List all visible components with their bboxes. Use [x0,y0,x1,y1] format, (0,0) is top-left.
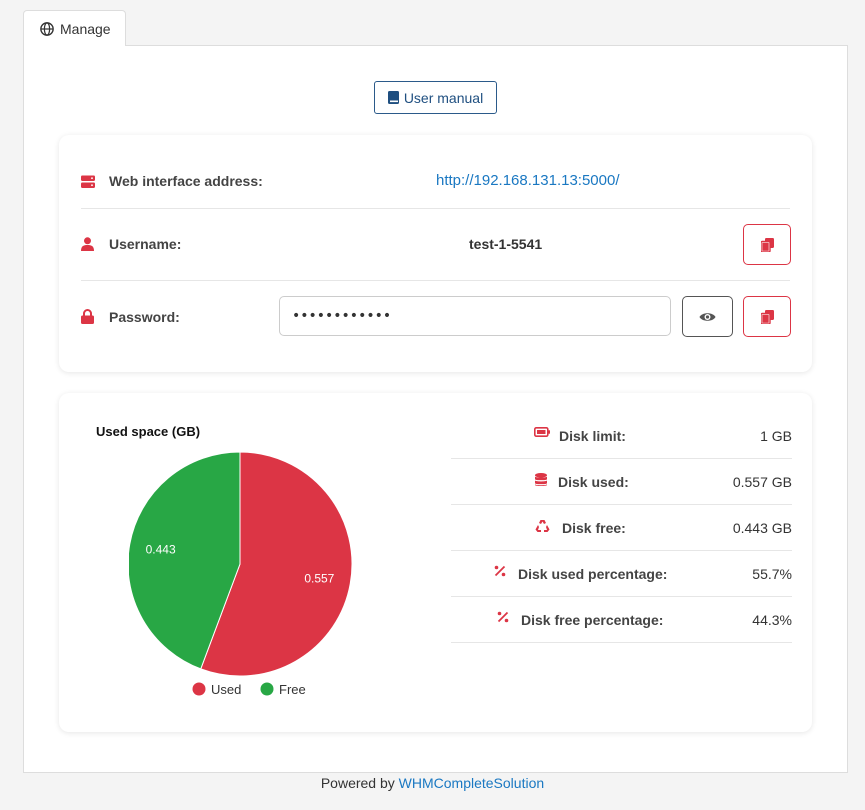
stat-disk-free-percentage: Disk free percentage: 44.3% [451,597,792,643]
stat-label: Disk free: [562,520,626,536]
used-space-pie-chart: 0.557 0.443 Used Free [129,451,353,697]
legend-label: Used [211,682,241,697]
percent-icon [494,565,506,577]
user-manual-button[interactable]: User manual [374,81,497,114]
legend-swatch [260,682,274,696]
copy-username-button[interactable] [743,224,791,265]
user-manual-label: User manual [403,89,484,106]
footer: Powered by WHMCompleteSolution [0,775,865,791]
tab-label: Manage [60,20,111,37]
eye-icon [699,311,716,323]
password-row: Password: [59,296,812,338]
stat-value: 1 GB [760,428,792,444]
stat-value: 0.557 GB [732,474,792,490]
pie-data-label: 0.443 [146,543,176,557]
server-icon [81,175,95,189]
username-row: Username: test-1-5541 [59,224,812,266]
stat-label: Disk used: [558,474,629,490]
web-interface-link[interactable]: http://192.168.131.13:5000/ [436,172,620,189]
divider [81,208,790,209]
stat-value: 44.3% [752,612,792,628]
stat-disk-used: Disk used: 0.557 GB [451,459,792,505]
web-interface-row: Web interface address: http://192.168.13… [59,171,812,193]
legend-item-free[interactable]: Free [260,682,306,697]
access-info-card: Web interface address: http://192.168.13… [59,135,812,372]
divider [81,280,790,281]
web-interface-label: Web interface address: [109,173,263,189]
disk-usage-card: Used space (GB) 0.557 0.443 Used Free Disk … [59,393,812,732]
stat-value: 0.443 GB [732,520,792,536]
copy-icon [760,309,774,324]
stat-value: 55.7% [752,566,792,582]
password-field[interactable] [279,296,671,336]
pie-slice-free[interactable] [129,451,241,670]
password-label: Password: [109,309,180,325]
globe-icon [40,21,54,36]
lock-icon [81,309,94,324]
user-icon [81,237,94,251]
book-icon [387,91,399,104]
show-password-button[interactable] [682,296,733,337]
database-icon [535,473,547,487]
username-label: Username: [109,236,182,252]
recycle-icon [535,519,550,533]
stat-disk-free: Disk free: 0.443 GB [451,505,792,551]
legend-swatch [192,682,206,696]
stat-label: Disk limit: [559,428,626,444]
chart-title: Used space (GB) [96,424,201,439]
pie-slice-used[interactable] [200,451,353,677]
copy-password-button[interactable] [743,296,791,337]
legend-item-used[interactable]: Used [192,682,242,697]
legend-label: Free [279,682,306,697]
stat-label: Disk free percentage: [521,612,664,628]
footer-prefix: Powered by [320,775,395,791]
pie-data-label: 0.557 [304,571,334,585]
tab-manage[interactable]: Manage [23,10,126,46]
stat-disk-used-percentage: Disk used percentage: 55.7% [451,551,792,597]
username-value: test-1-5541 [469,236,543,252]
stat-label: Disk used percentage: [518,566,668,582]
percent-icon [497,611,509,623]
stat-disk-limit: Disk limit: 1 GB [451,413,792,459]
footer-link[interactable]: WHMCompleteSolution [398,775,545,791]
copy-icon [760,237,774,252]
disk-stats-list: Disk limit: 1 GB Disk used: 0.557 GB Dis… [451,413,792,643]
battery-icon [534,427,550,437]
